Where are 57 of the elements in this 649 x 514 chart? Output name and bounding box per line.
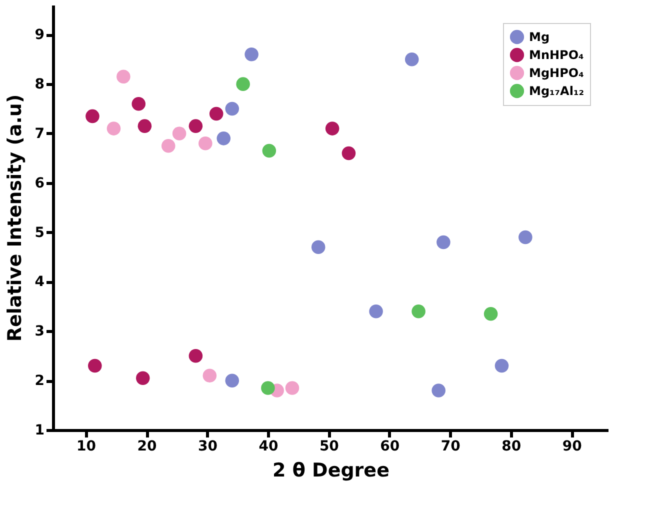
y-tick-label: 8 xyxy=(34,76,44,93)
y-tick-label: 6 xyxy=(34,175,44,192)
point xyxy=(342,146,356,160)
point xyxy=(202,368,217,383)
point xyxy=(285,381,300,395)
y-tick-label: 5 xyxy=(34,224,44,241)
point xyxy=(432,384,446,398)
legend-label: MnHPO₄ xyxy=(529,48,584,62)
legend-label: Mg xyxy=(529,30,550,44)
legend-label: MgHPO₄ xyxy=(529,66,584,80)
point xyxy=(172,126,186,140)
point xyxy=(518,230,532,244)
y-axis-title: Relative Intensity (a.u) xyxy=(4,94,26,342)
point xyxy=(188,119,203,133)
point xyxy=(325,122,340,136)
point xyxy=(88,358,102,373)
point xyxy=(132,96,146,111)
point xyxy=(225,102,240,116)
point xyxy=(369,304,383,318)
point xyxy=(209,106,224,121)
point xyxy=(198,136,212,150)
point xyxy=(225,374,240,388)
point xyxy=(106,122,121,136)
x-tick-label: 60 xyxy=(380,438,400,454)
y-tick-label: 4 xyxy=(34,274,45,290)
point xyxy=(436,235,450,250)
point xyxy=(161,138,176,153)
x-tick-label: 50 xyxy=(319,438,340,454)
x-tick-label: 10 xyxy=(76,438,96,454)
x-tick-label: 70 xyxy=(440,438,461,454)
point xyxy=(311,240,326,254)
y-tick-label: 3 xyxy=(34,324,44,340)
point xyxy=(484,306,498,321)
y-tick-label: 9 xyxy=(34,27,44,44)
point xyxy=(136,371,150,385)
point xyxy=(244,48,258,62)
point xyxy=(216,132,231,146)
point xyxy=(404,52,419,66)
y-tick-label: 2 xyxy=(34,373,44,390)
point xyxy=(86,109,100,124)
point xyxy=(116,70,130,84)
x-tick-label: 30 xyxy=(198,438,218,454)
y-tick-label: 7 xyxy=(34,126,44,142)
x-tick-label: 20 xyxy=(137,438,158,454)
x-tick-label: 80 xyxy=(502,438,522,454)
point xyxy=(236,77,250,91)
point xyxy=(188,348,203,363)
x-axis-title: 2 θ Degree xyxy=(272,460,390,482)
point xyxy=(412,304,426,318)
point xyxy=(494,358,509,373)
x-tick-label: 40 xyxy=(258,438,278,454)
point xyxy=(261,381,275,395)
point xyxy=(138,119,152,133)
x-tick-label: 90 xyxy=(562,438,582,454)
y-tick-label: 1 xyxy=(34,422,44,438)
legend-label: Mg₁₇Al₁₂ xyxy=(529,84,584,98)
point xyxy=(262,144,276,158)
